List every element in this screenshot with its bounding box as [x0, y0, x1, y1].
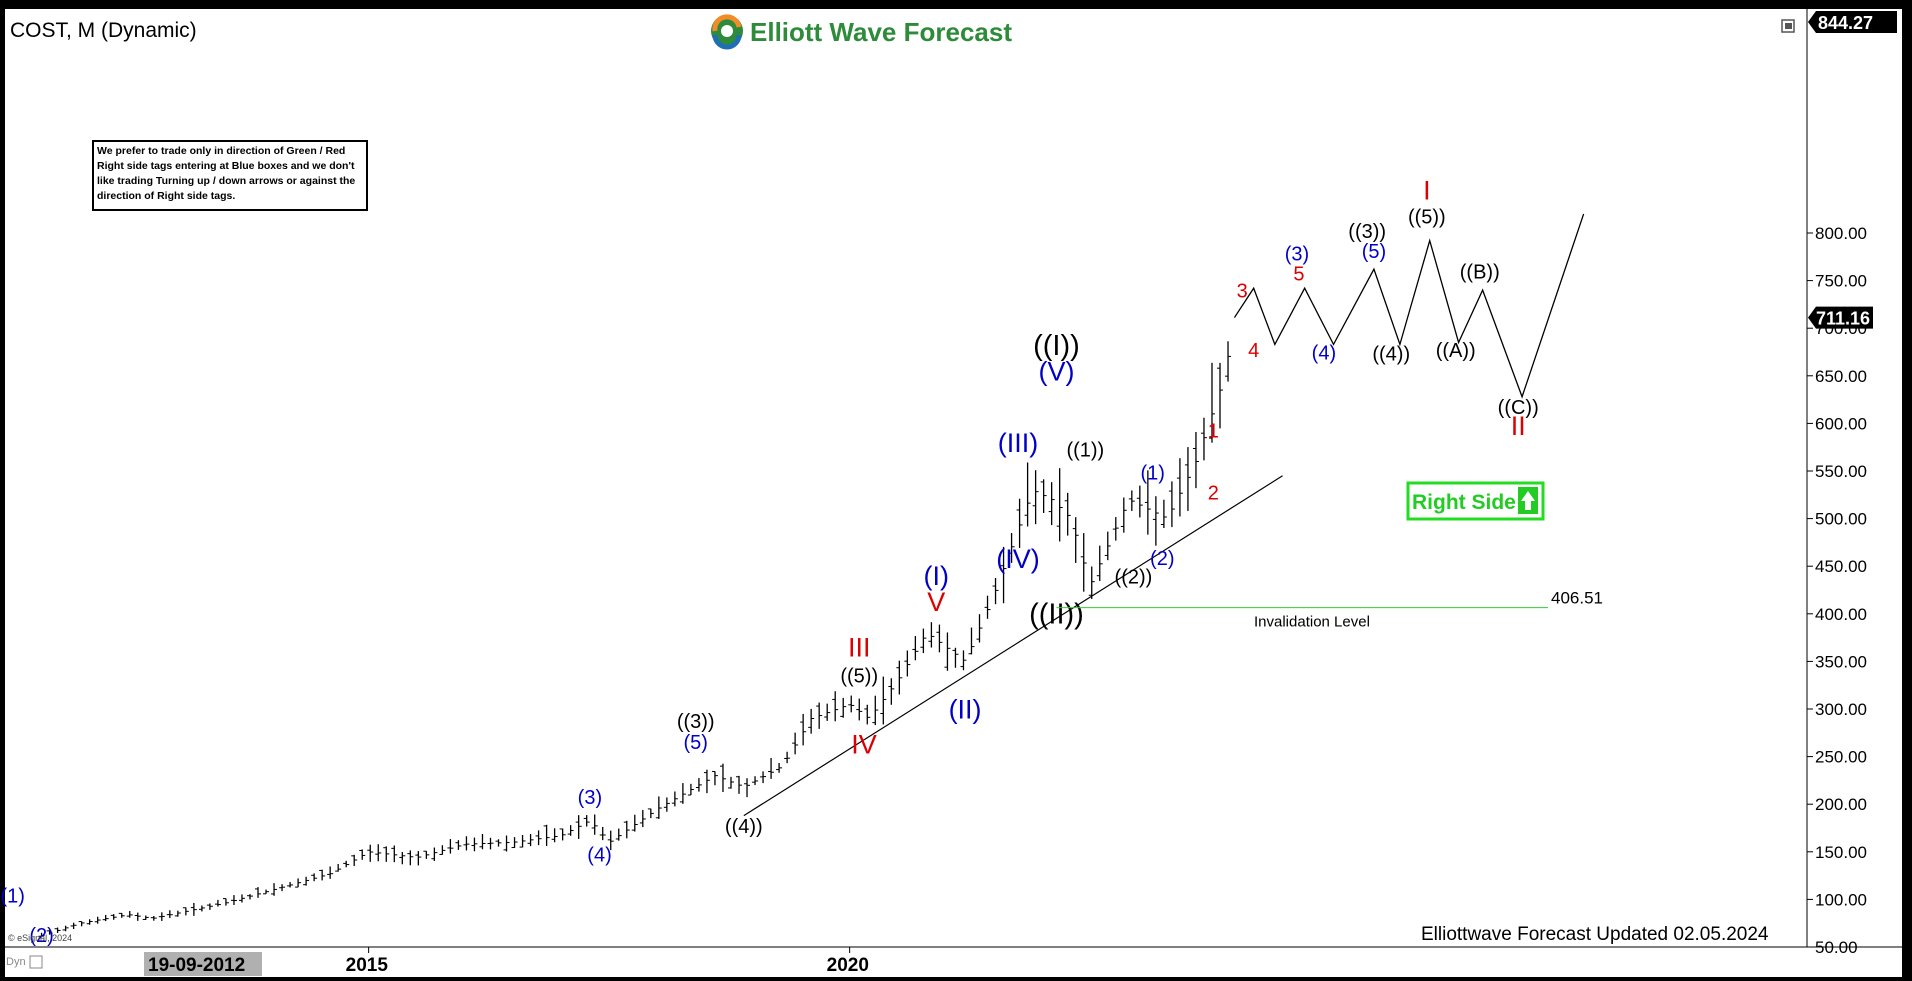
brand-logo: Elliott Wave Forecast: [711, 14, 1012, 50]
invalidation-label: Invalidation Level: [1254, 614, 1370, 631]
x-tick-label: 2015: [346, 955, 389, 976]
y-tick-label: 300.00: [1815, 700, 1867, 719]
wave-label: ((C)): [1498, 397, 1539, 419]
right-side-text: Right Side: [1412, 491, 1516, 514]
wave-label: (IV): [996, 544, 1040, 574]
y-tick-label: 250.00: [1815, 748, 1867, 767]
price-flag-last-text: 711.16: [1816, 309, 1870, 329]
wave-label: (1): [1140, 463, 1164, 485]
y-tick-label: 100.00: [1815, 890, 1867, 909]
price-bars: [38, 341, 1232, 938]
wave-label: ((3)): [677, 711, 715, 733]
arrow-up-icon: [1518, 487, 1538, 514]
wave-label: ((4)): [725, 816, 763, 838]
wave-label: (I): [923, 561, 948, 591]
wave-label: (5): [1362, 241, 1386, 263]
wave-label: ((4)): [1372, 344, 1410, 366]
wave-label: 5: [1293, 264, 1304, 286]
y-tick-label: 600.00: [1815, 414, 1867, 433]
symbol-header: COST, M (Dynamic): [10, 19, 197, 42]
y-tick-label: 750.00: [1815, 272, 1867, 291]
wave-label: I: [1423, 176, 1431, 206]
wave-label: ((A)): [1436, 340, 1476, 362]
wave-label: (III): [998, 428, 1039, 458]
wave-label: (3): [1285, 244, 1309, 266]
price-flag-top-text: 844.27: [1818, 13, 1873, 33]
y-tick-label: 200.00: [1815, 795, 1867, 814]
dyn-label[interactable]: Dyn: [6, 956, 26, 968]
price-axis[interactable]: [1807, 9, 1902, 947]
wave-label: III: [848, 633, 871, 663]
wave-label: (5): [683, 732, 707, 754]
wave-label: ((5)): [1408, 206, 1446, 228]
x-tick-label: 2020: [827, 955, 869, 976]
wave-label: (2): [1150, 548, 1174, 570]
y-tick-label: 800.00: [1815, 224, 1867, 243]
y-tick-label: 500.00: [1815, 510, 1867, 529]
brand-name: Elliott Wave Forecast: [750, 17, 1012, 47]
y-tick-label: 150.00: [1815, 843, 1867, 862]
trading-note-box: We prefer to trade only in direction of …: [92, 140, 368, 211]
wave-label: ((1)): [1066, 440, 1104, 462]
trendline[interactable]: [743, 475, 1283, 817]
right-side-tag: Right Side: [1406, 481, 1545, 521]
price-flag-last: 711.16: [1808, 306, 1873, 329]
y-tick-label: 350.00: [1815, 652, 1867, 671]
wave-label: (1): [0, 885, 24, 907]
y-tick-label: 550.00: [1815, 462, 1867, 481]
wave-label: 2: [1208, 483, 1219, 505]
y-tick-label: 400.00: [1815, 605, 1867, 624]
wave-label: 4: [1248, 340, 1259, 362]
wave-label: IV: [851, 730, 877, 760]
wave-label: ((B)): [1460, 262, 1500, 284]
esignal-credit: © eSignal, 2024: [8, 933, 72, 943]
date-cursor-text: 19-09-2012: [148, 955, 245, 976]
invalidation-value: 406.51: [1551, 589, 1603, 608]
wave-label: (2): [29, 925, 53, 947]
wave-label: (3): [578, 787, 602, 809]
projection-path[interactable]: [1233, 213, 1585, 399]
footer-updated: Elliottwave Forecast Updated 02.05.2024: [1421, 924, 1769, 945]
wave-label: (V): [1038, 357, 1074, 387]
y-tick-label: 650.00: [1815, 367, 1867, 386]
wave-label: (4): [587, 844, 611, 866]
y-tick-label: 450.00: [1815, 557, 1867, 576]
trading-note-text: We prefer to trade only in direction of …: [97, 145, 356, 202]
date-cursor: 19-09-2012: [144, 952, 262, 976]
wave-label: ((I)): [1033, 330, 1080, 362]
wave-label: 1: [1208, 421, 1219, 443]
y-tick-label: 50.00: [1815, 938, 1858, 957]
wave-label: V: [927, 587, 945, 617]
wave-label: (4): [1312, 343, 1336, 365]
wave-label: ((5)): [840, 665, 878, 687]
wave-label: (II): [949, 695, 982, 725]
wave-label: ((II)): [1029, 598, 1084, 630]
time-axis[interactable]: [5, 947, 1902, 977]
wave-label: II: [1511, 411, 1526, 441]
dyn-toggle-icon[interactable]: [29, 955, 43, 969]
wave-label: 3: [1237, 281, 1248, 303]
wave-label: ((3)): [1348, 221, 1386, 243]
wave-label: ((2)): [1115, 566, 1153, 588]
price-flag-top: 844.27: [1808, 11, 1897, 33]
